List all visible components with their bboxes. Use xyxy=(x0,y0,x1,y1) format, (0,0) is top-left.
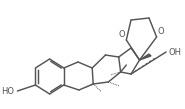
Text: OH: OH xyxy=(169,48,182,56)
Polygon shape xyxy=(139,54,151,60)
Text: HO: HO xyxy=(1,87,14,95)
Text: O: O xyxy=(118,30,125,39)
Text: O: O xyxy=(157,27,164,36)
